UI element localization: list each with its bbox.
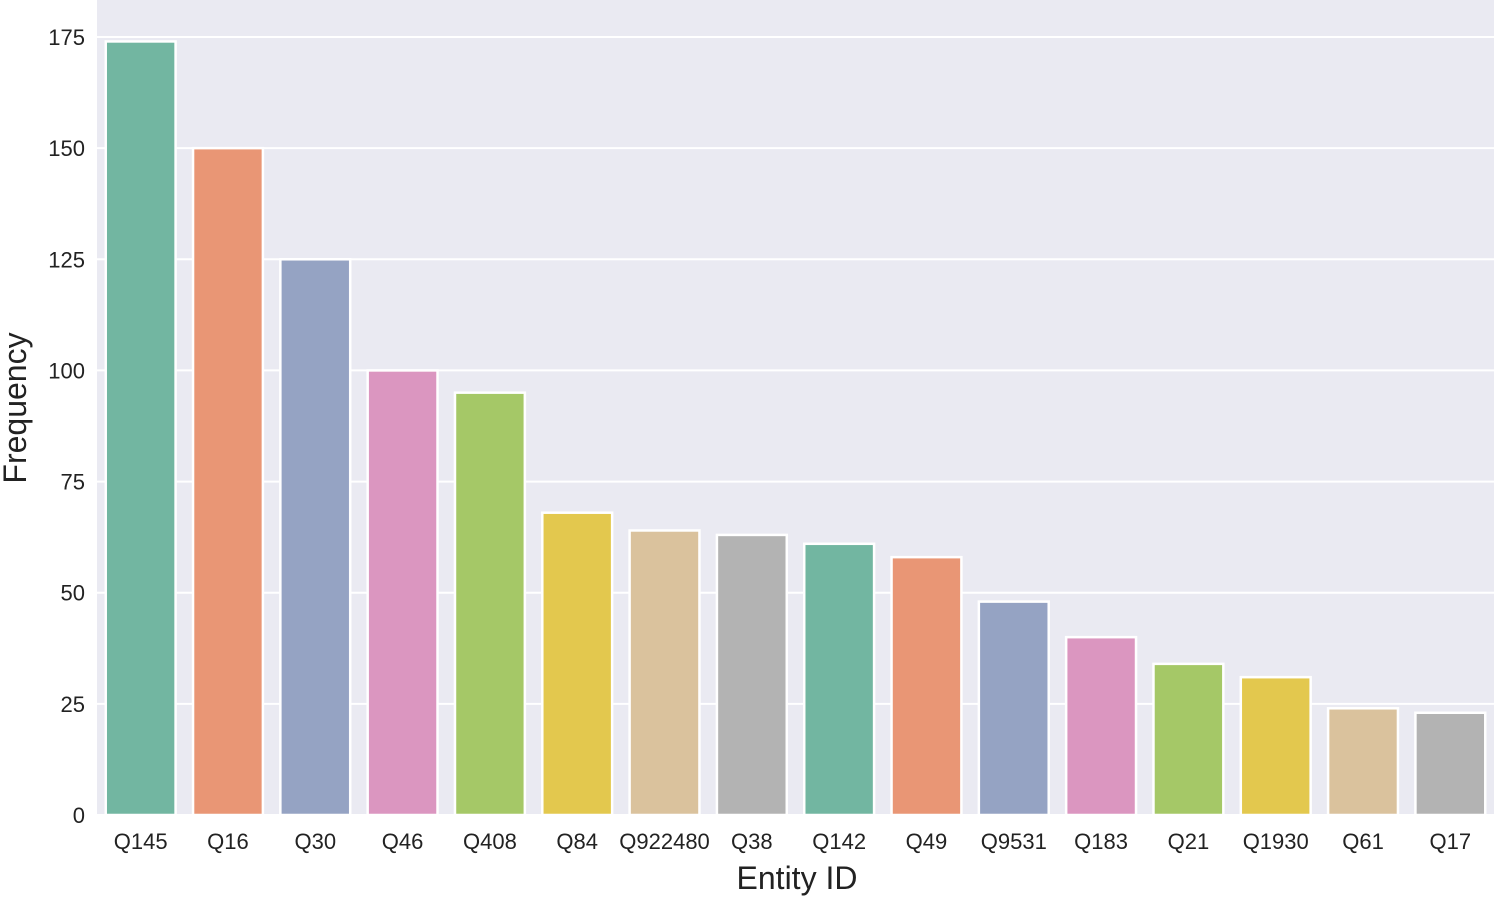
y-tick-label: 175 xyxy=(48,25,85,50)
y-tick-label: 125 xyxy=(48,247,85,272)
x-tick-label: Q16 xyxy=(207,829,249,854)
y-tick-label: 100 xyxy=(48,358,85,383)
bar-Q84 xyxy=(541,511,614,817)
bar-Q21 xyxy=(1152,662,1225,817)
bar-Q46 xyxy=(366,369,439,817)
bar-Q17 xyxy=(1414,711,1487,817)
bar-Q145 xyxy=(104,40,177,817)
bar-Q408 xyxy=(453,391,527,817)
y-tick-label: 25 xyxy=(61,692,85,717)
y-tick-labels: 0 25 50 75 100 125 150 175 xyxy=(48,25,85,828)
bar-Q922480 xyxy=(628,529,701,817)
x-tick-label: Q408 xyxy=(463,829,517,854)
y-tick-label: 150 xyxy=(48,136,85,161)
x-tick-labels: Q145 Q16 Q30 Q46 Q408 Q84 Q922480 Q38 Q142 Q49 Q95… xyxy=(114,829,1471,854)
bar-Q142 xyxy=(802,542,876,817)
x-tick-label: Q46 xyxy=(382,829,424,854)
x-tick-label: Q49 xyxy=(906,829,948,854)
x-tick-label: Q922480 xyxy=(619,829,710,854)
bar-Q183 xyxy=(1064,635,1138,817)
bar-Q9531 xyxy=(977,600,1050,817)
x-tick-label: Q183 xyxy=(1074,829,1128,854)
y-tick-label: 0 xyxy=(73,803,85,828)
y-axis-label: Frequency xyxy=(0,332,33,483)
x-axis-label: Entity ID xyxy=(737,860,858,896)
x-tick-label: Q30 xyxy=(294,829,336,854)
bar-Q38 xyxy=(715,533,789,817)
x-tick-label: Q142 xyxy=(812,829,866,854)
bars xyxy=(104,40,1487,817)
x-tick-label: Q145 xyxy=(114,829,168,854)
x-tick-label: Q21 xyxy=(1168,829,1210,854)
bar-Q30 xyxy=(279,258,352,817)
x-tick-label: Q84 xyxy=(556,829,598,854)
bar-Q1930 xyxy=(1239,675,1312,817)
x-tick-label: Q17 xyxy=(1430,829,1472,854)
y-tick-label: 75 xyxy=(61,470,85,495)
bar-Q16 xyxy=(191,146,265,817)
y-tick-label: 50 xyxy=(61,581,85,606)
x-tick-label: Q38 xyxy=(731,829,773,854)
x-tick-label: Q61 xyxy=(1342,829,1384,854)
x-tick-label: Q9531 xyxy=(981,829,1047,854)
bar-Q49 xyxy=(890,555,963,817)
bar-Q61 xyxy=(1326,707,1400,817)
x-tick-label: Q1930 xyxy=(1243,829,1309,854)
